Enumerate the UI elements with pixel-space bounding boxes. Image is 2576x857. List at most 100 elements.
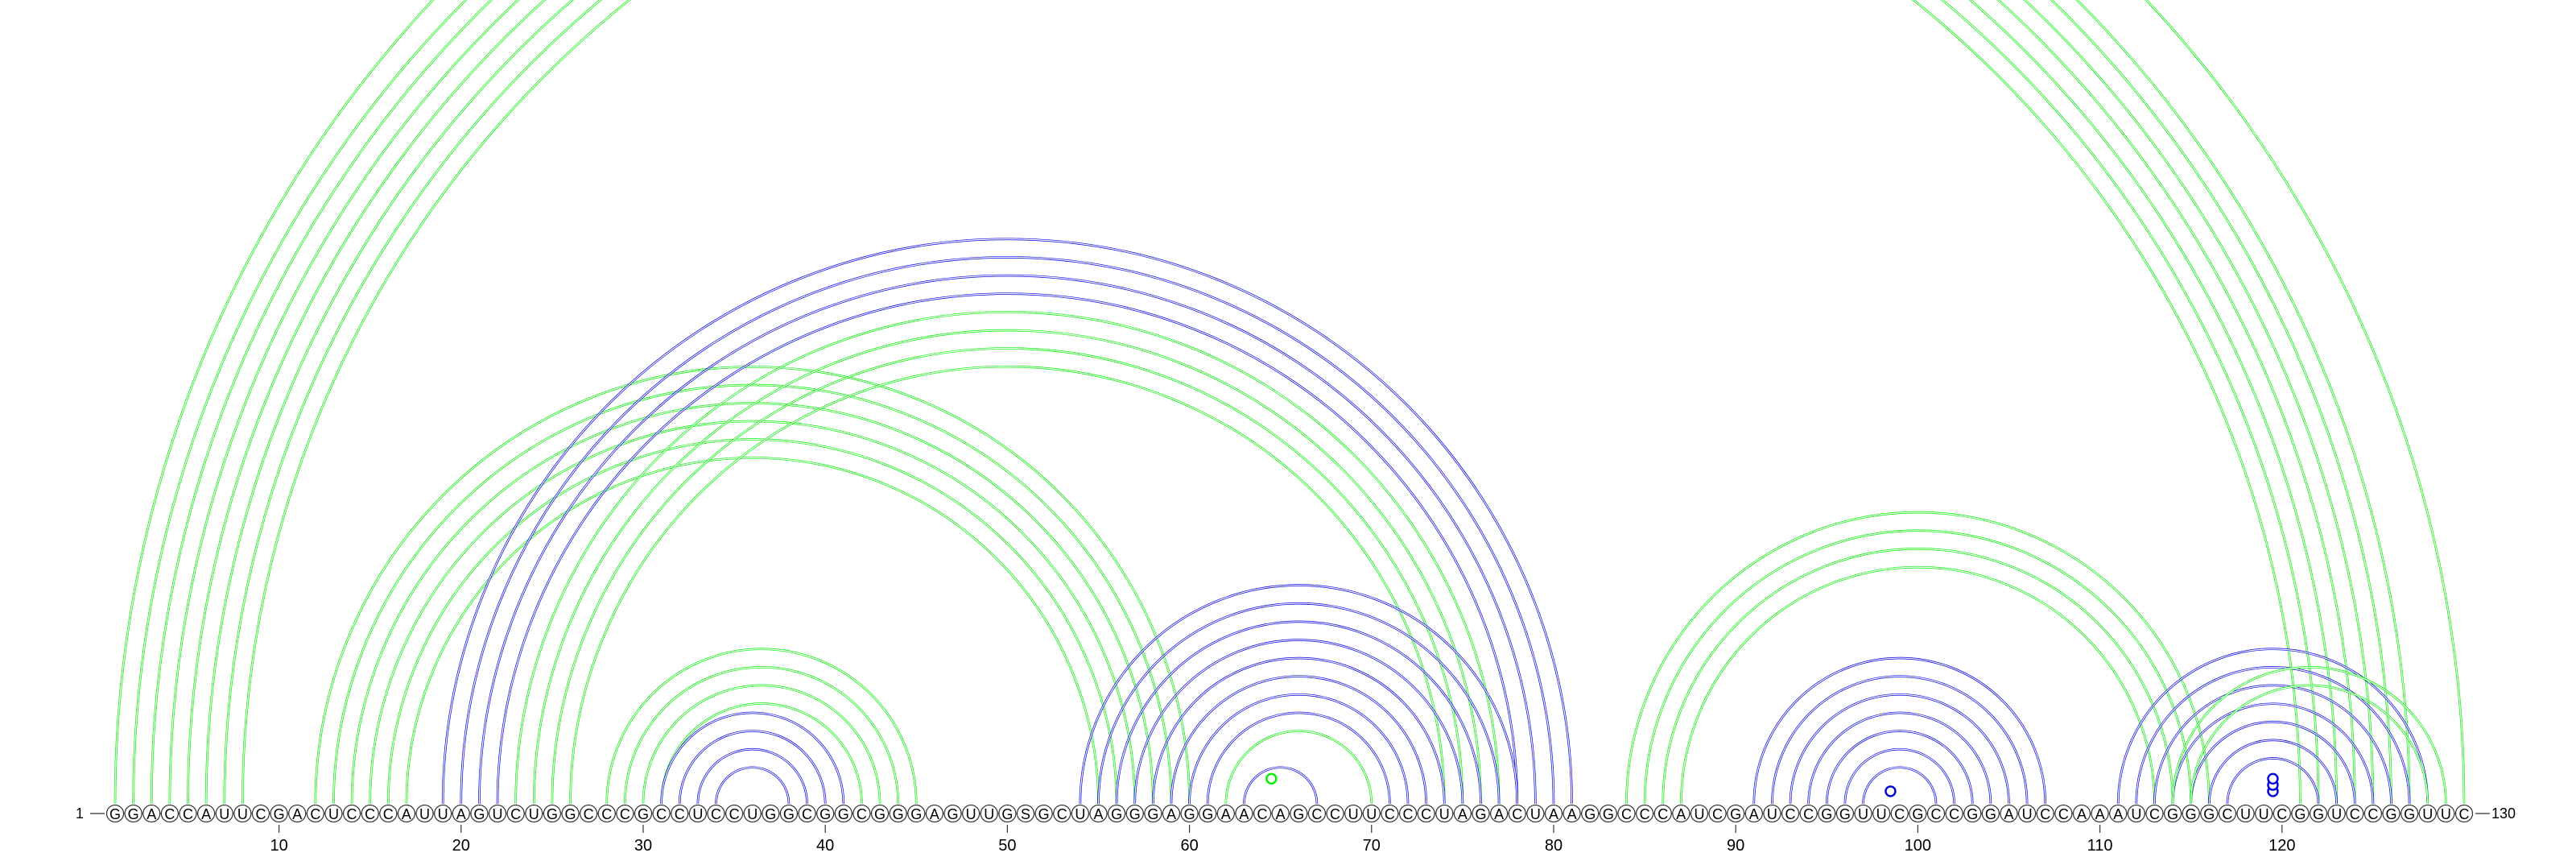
- nucleotide-circle: [2182, 804, 2200, 823]
- nucleotide-letter: U: [1348, 806, 1359, 822]
- nucleotide-letter: G: [1821, 806, 1832, 822]
- arc-green-4-125: [168, 0, 2375, 805]
- nucleotide: C: [361, 804, 379, 823]
- nucleotide-circle: [652, 804, 671, 823]
- nucleotide-letter: G: [1912, 806, 1923, 822]
- nucleotide-circle: [197, 804, 216, 823]
- tick-label: 20: [452, 837, 470, 855]
- nucleotide: C: [724, 804, 744, 823]
- arc-green-8-121: [242, 0, 2301, 805]
- arc-green-25-75-inner: [551, 347, 1463, 805]
- nucleotide-letter: G: [2313, 806, 2324, 822]
- nucleotide-letter: G: [473, 806, 485, 822]
- arc-green-6-123-inner: [205, 0, 2338, 805]
- arc-blue-22-78-inner: [497, 293, 1518, 805]
- arc-green-14-58: [350, 402, 1154, 805]
- nucleotide-circle: [525, 804, 543, 823]
- nucleotide: C: [1799, 804, 1818, 823]
- tick-label: 110: [2087, 837, 2113, 855]
- nucleotide-letter: C: [729, 806, 740, 822]
- nucleotide-letter: G: [783, 806, 795, 822]
- nucleotide: U: [525, 804, 543, 823]
- arc-green-31-42-inner: [661, 703, 863, 805]
- nucleotide-circle: [1963, 804, 1982, 823]
- nucleotide-circle: [1909, 804, 1927, 823]
- nucleotide-letter: A: [456, 806, 466, 822]
- arc-blue-20-80: [460, 256, 1555, 805]
- nucleotide: U: [1435, 804, 1454, 823]
- nucleotide-circle: [634, 804, 653, 823]
- nucleotide-letter: G: [564, 806, 576, 822]
- nucleotide: A: [1744, 804, 1763, 823]
- nucleotide-letter: C: [2368, 806, 2378, 822]
- nucleotide: U: [2236, 804, 2255, 823]
- nucleotide-circle: [1199, 804, 1217, 823]
- nucleotide: G: [1818, 804, 1836, 823]
- nucleotide: G: [2401, 804, 2419, 823]
- nucleotide-circle: [1744, 804, 1763, 823]
- arc-green-62-70: [1224, 730, 1373, 805]
- nucleotide-letter: A: [1276, 806, 1286, 822]
- nucleotide-letter: U: [1767, 806, 1777, 822]
- nucleotide-circle: [943, 804, 962, 823]
- nucleotide-circle: [1216, 804, 1235, 823]
- nucleotide: A: [1490, 804, 1509, 823]
- nucleotide: C: [1326, 804, 1344, 823]
- nucleotide-circle: [2054, 804, 2073, 823]
- nucleotide-circle: [1271, 804, 1290, 823]
- arc-blue-63-67-inner: [1243, 767, 1318, 805]
- tick-label: 30: [634, 837, 652, 855]
- nucleotide-letter: G: [2186, 806, 2197, 822]
- arc-green-87-113-inner: [1680, 566, 2156, 805]
- arc-green-12-60-inner: [315, 366, 1191, 805]
- nucleotide-circle: [1107, 804, 1126, 823]
- nucleotide: C: [1781, 804, 1800, 823]
- nucleotide-letter: U: [747, 806, 758, 822]
- nucleotide-letter: C: [1403, 806, 1414, 822]
- nucleotide: U: [415, 804, 434, 823]
- arc-blue-60-72: [1188, 693, 1410, 805]
- nucleotide: A: [1271, 804, 1290, 823]
- nucleotide-letter: U: [2131, 806, 2141, 822]
- nucleotide-circle: [2036, 804, 2054, 823]
- nucleotide-letter: A: [1494, 806, 1504, 822]
- nucleotide-circle: [105, 804, 125, 823]
- arc-blue-31-41-inner: [661, 712, 844, 805]
- nucleotide: G: [1599, 804, 1617, 823]
- nucleotide: U: [1071, 804, 1089, 823]
- arc-green-24-76-inner: [533, 329, 1482, 805]
- arc-blue-97-101: [1862, 766, 1938, 805]
- nucleotide-circle: [1708, 804, 1727, 823]
- nucleotide: C: [1417, 804, 1435, 823]
- nucleotide-letter: G: [128, 806, 139, 822]
- nucleotide: C: [652, 804, 671, 823]
- nucleotide-circle: [1381, 804, 1399, 823]
- arc-blue-57-75-inner: [1134, 639, 1463, 805]
- nucleotide-circle: [816, 804, 835, 823]
- arc-green-8-121-inner: [242, 0, 2301, 805]
- nucleotide: U: [743, 804, 762, 823]
- nucleotide-circle: [597, 804, 616, 823]
- nucleotide: A: [1162, 804, 1181, 823]
- nucleotide: G: [907, 804, 926, 823]
- nucleotide-letter: G: [1603, 806, 1614, 822]
- nucleotide: U: [1690, 804, 1709, 823]
- nucleotide: S: [1016, 804, 1035, 823]
- nucleotide-circle: [1890, 804, 1909, 823]
- nucleotide: U: [324, 804, 343, 823]
- nucleotide-letter: A: [402, 806, 411, 822]
- nucleotide-circle: [288, 804, 307, 823]
- nucleotide-circle: [2109, 804, 2128, 823]
- nucleotide-circle: [1180, 804, 1199, 823]
- nucleotide-circle: [1763, 804, 1781, 823]
- arc-blue-57-75: [1133, 639, 1464, 805]
- nucleotide-letter: C: [656, 806, 667, 822]
- nucleotide-circle: [1581, 804, 1600, 823]
- nucleotide: C: [1508, 804, 1526, 823]
- nucleotide: G: [2309, 804, 2328, 823]
- nucleotide-letter: C: [1803, 806, 1814, 822]
- nucleotide-letter: G: [874, 806, 886, 822]
- nucleotide-letter: C: [1421, 806, 1431, 822]
- nucleotide: C: [1945, 804, 1963, 823]
- nucleotide-circle: [379, 804, 398, 823]
